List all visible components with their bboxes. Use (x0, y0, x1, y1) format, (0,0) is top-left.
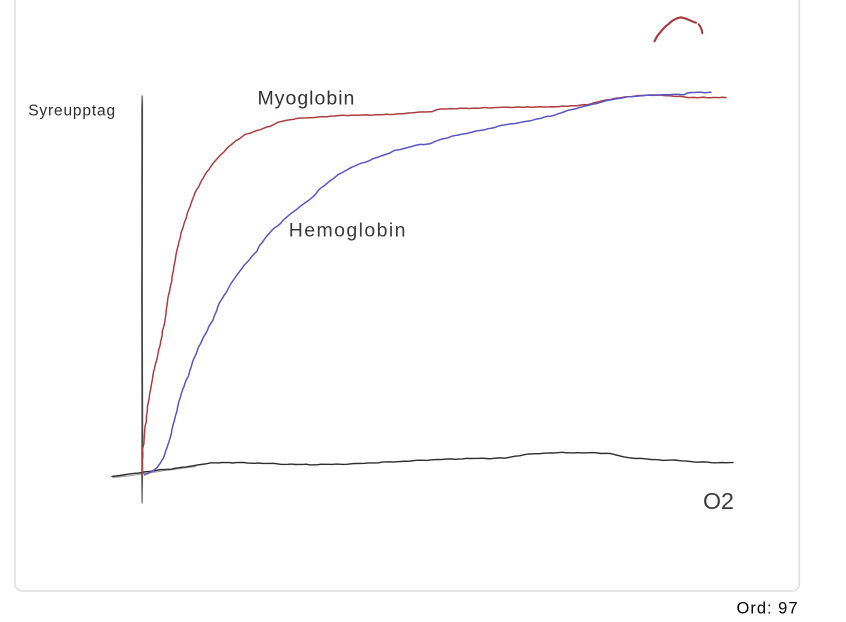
svg-text:Myoglobin: Myoglobin (258, 88, 356, 110)
svg-text:Syreupptag: Syreupptag (28, 103, 116, 120)
svg-text:Ord: 97: Ord: 97 (737, 599, 799, 617)
svg-text:Hemoglobin: Hemoglobin (289, 220, 407, 242)
svg-text:O2: O2 (703, 488, 734, 514)
